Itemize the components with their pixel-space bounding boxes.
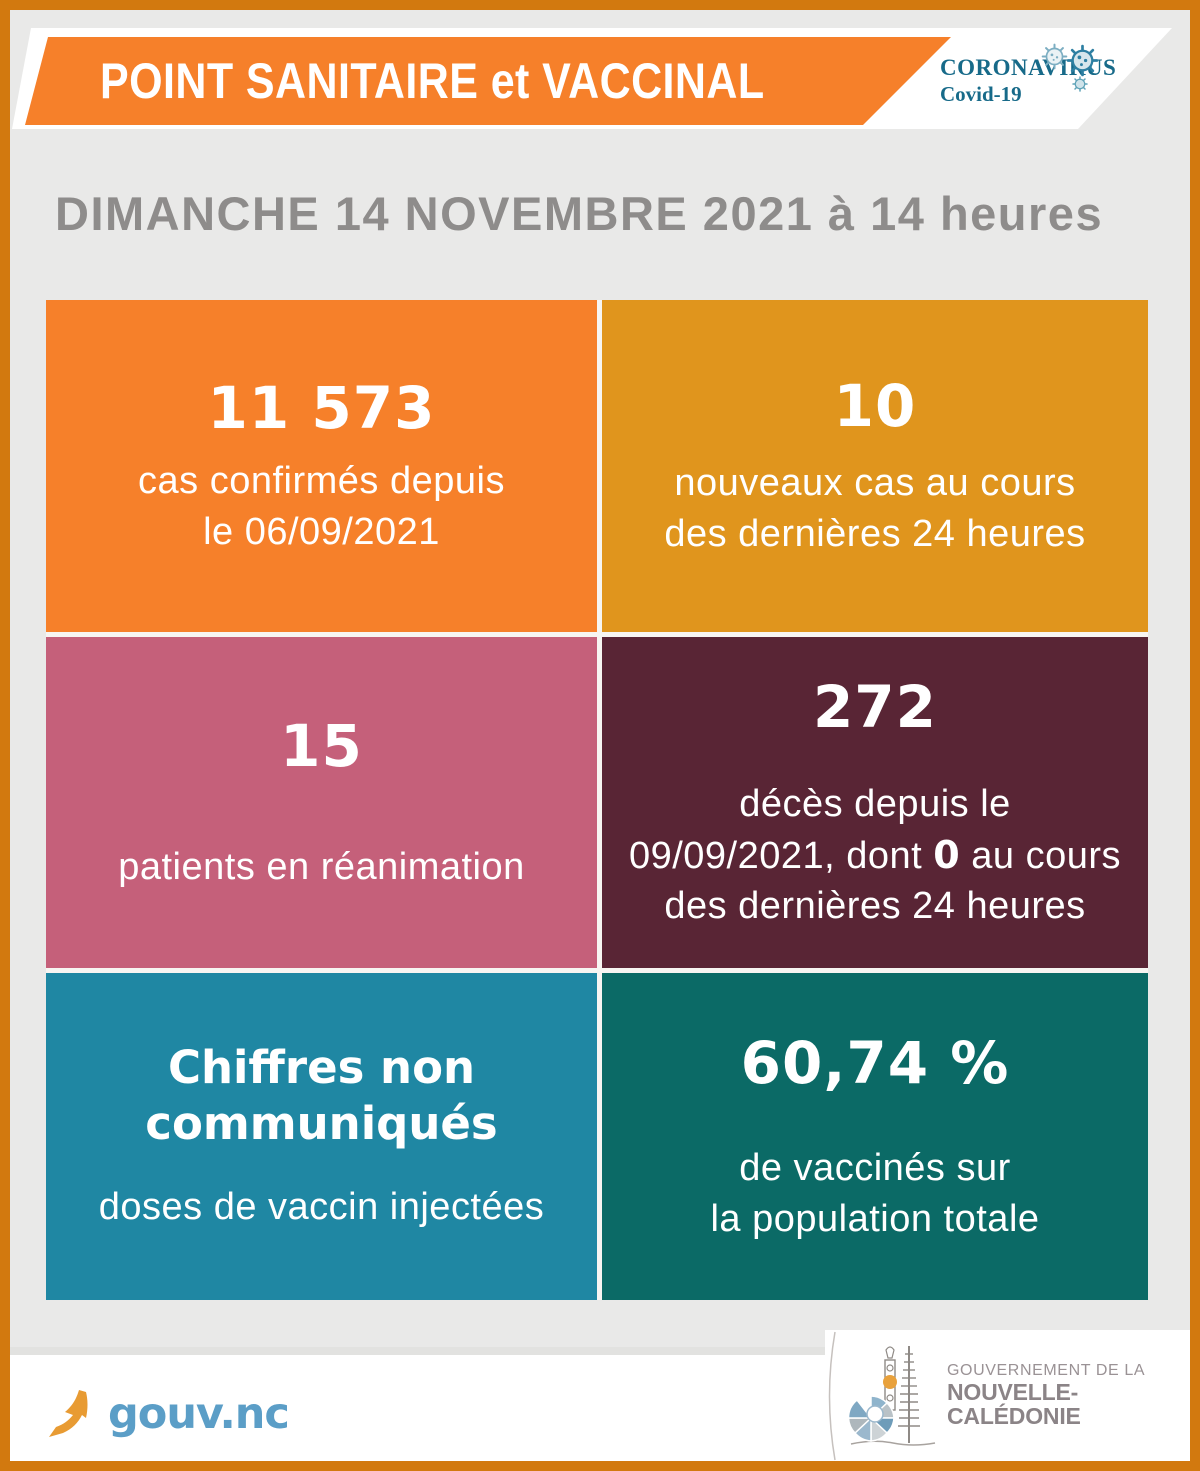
tile-vaccinated-percent: 60,74 % de vaccinés sur la population to… (602, 973, 1148, 1300)
tile-number: 60,74 % (740, 1028, 1010, 1097)
header-banner-orange: POINT SANITAIRE et VACCINAL (25, 37, 951, 125)
tile-caption: de vaccinés sur la population totale (710, 1146, 1040, 1240)
date-heading: DIMANCHE 14 NOVEMBRE 2021 à 14 heures (55, 187, 1104, 240)
tile-number: 272 (812, 673, 938, 742)
deaths-24h-count: 0 (933, 832, 961, 877)
tile-deaths: 272 décès depuis le 09/09/2021, dont 0 a… (602, 637, 1148, 968)
gouvnc-arrow-icon (49, 1390, 88, 1437)
tile-heading: Chiffres non communiqués (145, 1040, 498, 1151)
virus-icon (1041, 43, 1068, 70)
tile-new-cases: 10 nouveaux cas au cours des dernières 2… (602, 300, 1148, 632)
tile-vaccine-doses: Chiffres non communiqués doses de vaccin… (46, 973, 597, 1300)
page-title: POINT SANITAIRE et VACCINAL (100, 53, 765, 109)
virus-icon (1066, 44, 1099, 77)
tile-caption: patients en réanimation (118, 846, 525, 889)
government-name-line2: NOUVELLE-CALÉDONIE (947, 1379, 1081, 1430)
covid19-label: Covid-19 (940, 82, 1022, 106)
government-logo-box: GOUVERNEMENT DE LA NOUVELLE-CALÉDONIE (825, 1330, 1190, 1462)
government-name-line1: GOUVERNEMENT DE LA (947, 1362, 1146, 1380)
tile-number: 10 (833, 372, 917, 441)
background-bottom-strip (10, 1347, 1190, 1355)
virus-icon (1072, 76, 1088, 92)
gouvnc-label: gouv.nc (108, 1389, 290, 1439)
government-emblem-icon (847, 1346, 936, 1446)
tile-caption: doses de vaccin injectées (98, 1186, 545, 1229)
tile-number: 15 (280, 712, 363, 781)
tile-icu-patients: 15 patients en réanimation (46, 637, 597, 968)
tile-caption: nouveaux cas au cours des dernières 24 h… (664, 462, 1086, 555)
tile-caption: décès depuis le 09/09/2021, dont 0 au co… (628, 783, 1122, 928)
govbox-left-curve (828, 1331, 836, 1461)
tile-caption: cas confirmés depuis le 06/09/2021 (138, 460, 505, 553)
gouvnc-logo: gouv.nc (46, 1388, 290, 1440)
stats-grid: 11 573 cas confirmés depuis le 06/09/202… (46, 300, 1148, 1300)
tile-number: 11 573 (207, 374, 436, 443)
government-name: GOUVERNEMENT DE LA NOUVELLE-CALÉDONIE (947, 1362, 1190, 1430)
tile-confirmed-cases: 11 573 cas confirmés depuis le 06/09/202… (46, 300, 597, 632)
